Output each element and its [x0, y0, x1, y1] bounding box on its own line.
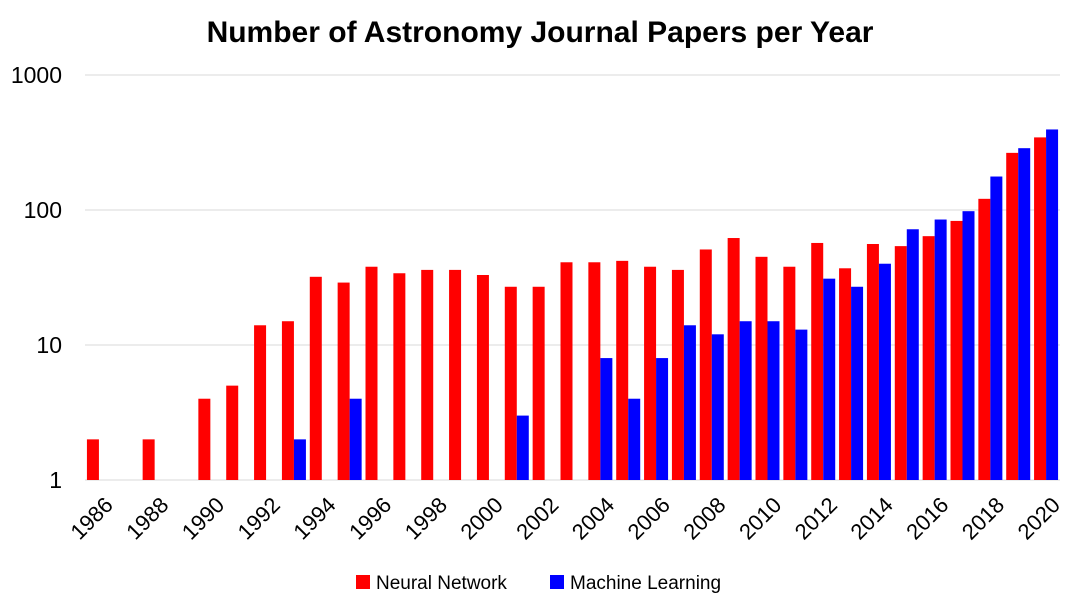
bar-neural-network-1993 — [281, 321, 294, 480]
bar-neural-network-2007 — [671, 269, 684, 480]
bars — [86, 129, 1059, 481]
bar-neural-network-2004 — [588, 262, 601, 480]
bar-machine-learning-2005 — [628, 398, 641, 480]
legend-swatch-machine-learning — [550, 575, 564, 589]
bar-machine-learning-2018 — [990, 176, 1003, 480]
bar-machine-learning-2006 — [656, 358, 669, 480]
bar-neural-network-2019 — [1006, 152, 1019, 480]
x-tick-label: 2014 — [845, 492, 897, 544]
x-tick-label: 1996 — [344, 492, 396, 544]
x-tick-label: 2004 — [567, 492, 619, 544]
bar-machine-learning-2013 — [851, 286, 864, 480]
bar-machine-learning-2010 — [767, 321, 780, 480]
bar-neural-network-2010 — [755, 256, 768, 480]
x-tick-label: 1990 — [177, 492, 229, 544]
bar-machine-learning-2020 — [1046, 129, 1059, 480]
x-tick-label: 1988 — [121, 492, 173, 544]
bar-machine-learning-2007 — [683, 325, 696, 480]
x-tick-label: 2008 — [678, 492, 730, 544]
y-tick-label: 1 — [49, 467, 62, 493]
bar-machine-learning-1993 — [293, 439, 306, 480]
x-tick-label: 1998 — [400, 492, 452, 544]
bar-neural-network-1994 — [309, 276, 322, 480]
y-tick-label: 1000 — [11, 62, 62, 88]
bar-machine-learning-2016 — [934, 219, 947, 480]
bar-neural-network-1997 — [393, 273, 406, 480]
bar-machine-learning-2004 — [600, 358, 613, 480]
bar-neural-network-2002 — [532, 286, 545, 480]
bar-neural-network-2013 — [839, 268, 852, 480]
x-tick-label: 2012 — [790, 492, 842, 544]
bar-neural-network-2009 — [727, 238, 740, 480]
bar-machine-learning-2009 — [739, 321, 752, 480]
bar-neural-network-2005 — [616, 260, 629, 480]
x-tick-label: 2020 — [1013, 492, 1065, 544]
bar-neural-network-2017 — [950, 220, 963, 481]
bar-neural-network-2003 — [560, 262, 573, 480]
x-tick-label: 2018 — [957, 492, 1009, 544]
x-tick-label: 2002 — [511, 492, 563, 544]
bar-neural-network-1999 — [449, 269, 462, 480]
bar-machine-learning-2014 — [878, 263, 891, 480]
bar-neural-network-2014 — [866, 243, 879, 480]
bar-neural-network-1998 — [421, 269, 434, 480]
bar-machine-learning-2012 — [823, 278, 836, 480]
bar-neural-network-2006 — [644, 266, 657, 480]
bar-neural-network-2012 — [811, 242, 824, 480]
bar-neural-network-2000 — [476, 275, 489, 480]
bar-neural-network-2008 — [699, 249, 712, 480]
x-tick-label: 2006 — [623, 492, 675, 544]
bar-machine-learning-2019 — [1018, 148, 1031, 480]
x-tick-label: 2000 — [455, 492, 507, 544]
y-tick-label: 10 — [36, 332, 62, 358]
x-tick-label: 1994 — [288, 492, 340, 544]
chart-title: Number of Astronomy Journal Papers per Y… — [207, 16, 874, 49]
bar-neural-network-2018 — [978, 198, 991, 480]
x-tick-label: 2016 — [901, 492, 953, 544]
bar-neural-network-2015 — [894, 246, 907, 480]
bar-neural-network-2020 — [1034, 137, 1047, 481]
legend-label-machine-learning: Machine Learning — [570, 573, 721, 594]
bar-machine-learning-1995 — [349, 398, 362, 480]
legend: Neural Network Machine Learning — [356, 573, 721, 594]
bar-neural-network-1992 — [254, 325, 267, 480]
legend-label-neural-network: Neural Network — [376, 573, 507, 594]
y-tick-label: 100 — [24, 197, 62, 223]
bar-neural-network-1988 — [142, 439, 155, 480]
bar-machine-learning-2008 — [711, 334, 724, 480]
bar-machine-learning-2001 — [516, 415, 529, 480]
x-axis-ticks: 1986 1988 1990 1992 1994 1996 1998 2000 2002 2004… — [65, 492, 1064, 544]
bar-neural-network-1991 — [226, 385, 239, 480]
x-tick-label: 1992 — [233, 492, 285, 544]
bar-machine-learning-2017 — [962, 211, 975, 480]
bar-neural-network-1986 — [86, 439, 99, 480]
legend-swatch-neural-network — [356, 575, 370, 589]
y-axis-ticks: 1 10 100 1000 — [11, 62, 62, 493]
bar-neural-network-1990 — [198, 398, 211, 480]
bar-machine-learning-2015 — [906, 229, 919, 480]
bar-neural-network-1995 — [337, 282, 350, 480]
bar-neural-network-2011 — [783, 266, 796, 480]
bar-neural-network-2016 — [922, 236, 935, 480]
bar-neural-network-2001 — [504, 286, 517, 480]
x-tick-label: 2010 — [734, 492, 786, 544]
bar-machine-learning-2011 — [795, 329, 808, 480]
bar-neural-network-1996 — [365, 266, 378, 480]
x-tick-label: 1986 — [65, 492, 117, 544]
